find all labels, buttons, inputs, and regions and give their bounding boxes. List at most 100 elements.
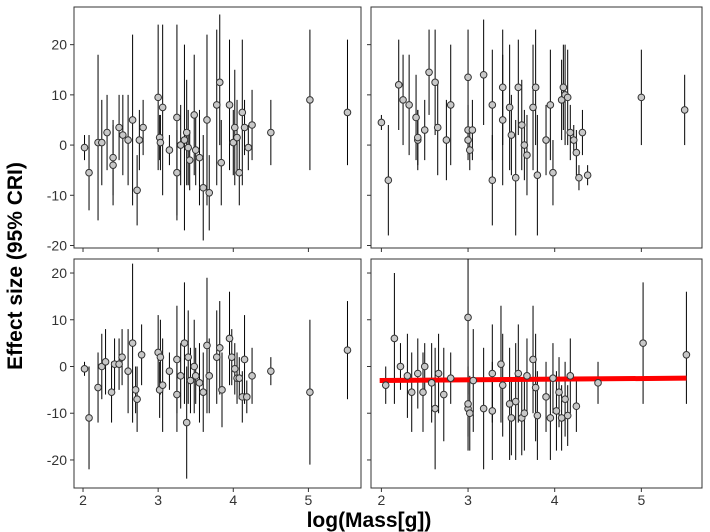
data-point (173, 168, 181, 177)
data-point (566, 128, 575, 137)
data-point (425, 68, 433, 77)
data-point (517, 121, 526, 129)
data-point (343, 346, 352, 354)
trend-line (379, 375, 687, 384)
data-point (173, 390, 181, 399)
data-point (109, 161, 117, 169)
data-point (115, 123, 123, 132)
data-point (218, 386, 226, 394)
data-point (533, 411, 542, 420)
data-point (182, 128, 191, 137)
data-point (546, 101, 555, 109)
data-point (118, 353, 126, 361)
data-point (561, 395, 569, 404)
data-point (191, 146, 200, 154)
data-point (185, 156, 194, 164)
data-point (215, 343, 224, 352)
data-point (498, 116, 507, 124)
data-point (434, 369, 443, 378)
x-tick-label: 2 (79, 492, 87, 508)
data-point (203, 116, 211, 124)
data-point (190, 111, 199, 119)
data-point (124, 136, 132, 144)
data-point (569, 136, 578, 144)
data-point (529, 103, 537, 112)
data-point (248, 372, 256, 380)
data-point (497, 360, 505, 368)
data-point (405, 101, 413, 109)
data-point (131, 386, 140, 394)
data-point (446, 101, 455, 109)
data-point (195, 379, 204, 387)
data-point (682, 351, 691, 359)
data-point (128, 116, 137, 124)
data-point (205, 372, 214, 380)
data-point (199, 388, 208, 396)
data-point (559, 83, 568, 92)
data-point (488, 101, 497, 109)
data-point (523, 372, 531, 380)
data-point (384, 176, 393, 185)
data-point (124, 367, 132, 375)
data-point (465, 409, 474, 418)
data-point (230, 365, 239, 373)
data-point (119, 131, 127, 139)
x-tick-label: 4 (229, 492, 237, 508)
data-point (572, 148, 581, 157)
y-axis-title: Effect size (95% CRI) (4, 162, 27, 370)
data-point (511, 173, 520, 182)
data-point (190, 362, 199, 371)
data-point (507, 414, 516, 422)
data-point (498, 381, 507, 389)
data-point (412, 113, 420, 122)
data-point (488, 407, 497, 415)
x-tick-label: 2 (377, 492, 385, 508)
data-point (267, 128, 275, 137)
y-tick-label: 10 (51, 87, 67, 103)
data-point (173, 113, 181, 122)
panel-top-right (367, 6, 703, 252)
data-point (217, 158, 226, 167)
data-point (549, 374, 557, 382)
data-point (173, 355, 181, 364)
data-point (343, 108, 352, 117)
data-point (464, 136, 472, 144)
data-point (469, 376, 478, 385)
data-point (542, 136, 550, 144)
data-point (639, 339, 647, 347)
panel-border (370, 258, 703, 489)
data-point (507, 131, 516, 139)
data-point (637, 93, 646, 102)
data-point (583, 171, 592, 179)
data-point (137, 351, 146, 359)
data-point (511, 397, 520, 406)
x-tick-label: 3 (154, 492, 162, 508)
data-point (267, 367, 275, 375)
data-point (563, 93, 572, 102)
y-tick-label: 0 (59, 358, 67, 374)
data-point (531, 83, 540, 92)
data-point (381, 381, 390, 389)
data-point (107, 388, 116, 396)
data-point (244, 143, 253, 152)
data-point (394, 81, 403, 89)
x-axis-title: log(Mass[g]) (307, 509, 432, 532)
data-point (498, 83, 507, 92)
panels-layer: -20 -10 0 10 20 -20 -10 0 10 20 2 3 4 5 2 3 4 5 (47, 6, 703, 508)
data-point (165, 146, 174, 154)
data-point (156, 353, 165, 361)
data-point (479, 404, 488, 413)
panel-border (73, 258, 362, 489)
data-point (464, 313, 472, 322)
data-point (195, 153, 204, 162)
data-point (413, 133, 422, 142)
data-point (103, 128, 111, 137)
data-point (488, 176, 497, 185)
data-point (403, 372, 412, 380)
data-point (225, 101, 234, 109)
data-point (488, 369, 497, 378)
data-point (468, 126, 477, 134)
data-point (158, 103, 167, 112)
data-point (439, 390, 448, 399)
data-point (128, 339, 137, 347)
